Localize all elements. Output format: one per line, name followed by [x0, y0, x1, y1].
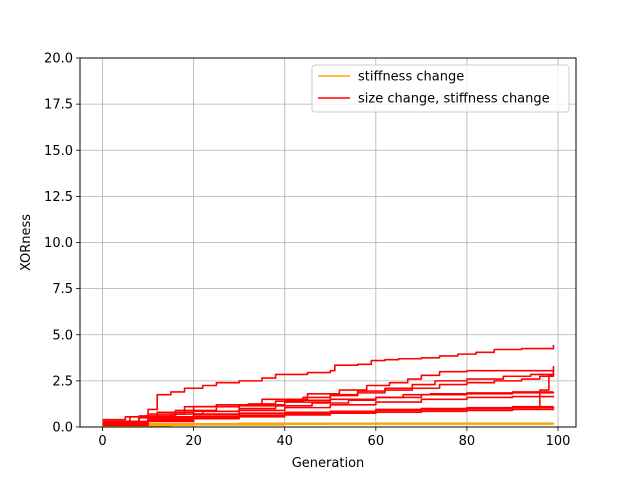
- y-tick-label: 15.0: [44, 144, 73, 159]
- x-tick-label: 100: [546, 434, 571, 449]
- y-tick-label: 7.5: [52, 282, 73, 297]
- series-layer: [102, 344, 555, 427]
- series-line-size-stiffness-change: [102, 408, 555, 426]
- y-axis-label: XORness: [19, 214, 34, 271]
- y-tick-label: 20.0: [44, 52, 73, 67]
- legend-box: [311, 64, 570, 113]
- x-tick-label: 60: [368, 434, 385, 449]
- x-tick-label: 80: [459, 434, 476, 449]
- x-tick-label: 20: [185, 434, 202, 449]
- legend-label-stiffness-change: stiffness change: [358, 70, 464, 85]
- legend: stiffness change size change, stiffness …: [311, 64, 570, 113]
- series-line-size-stiffness-change: [102, 366, 555, 425]
- x-axis-label: Generation: [292, 456, 365, 471]
- y-tick-label: 10.0: [44, 236, 73, 251]
- x-tick-label: 40: [276, 434, 293, 449]
- y-tick-label: 17.5: [44, 98, 73, 113]
- legend-label-size-stiffness-change: size change, stiffness change: [358, 92, 550, 107]
- axis-ticks: 0 20 40 60 80 100 0.0 2.5 5.0 7.5 10.0 12.5 15.0 17.5…: [44, 52, 570, 450]
- y-tick-label: 2.5: [52, 374, 73, 389]
- series-line-size-stiffness-change: [102, 391, 555, 423]
- series-line-size-stiffness-change: [102, 344, 555, 421]
- series-line-size-stiffness-change: [102, 391, 554, 425]
- series-line-size-stiffness-change: [102, 369, 555, 423]
- series-line-stiffness-change: [102, 423, 555, 427]
- y-tick-label: 0.0: [52, 421, 73, 436]
- y-tick-label: 5.0: [52, 328, 73, 343]
- x-tick-label: 0: [98, 434, 106, 449]
- y-tick-label: 12.5: [44, 190, 73, 205]
